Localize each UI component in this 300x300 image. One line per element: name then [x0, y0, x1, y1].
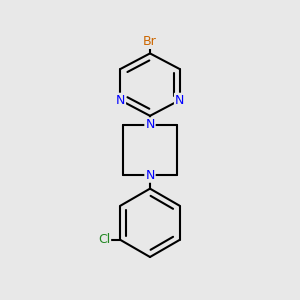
Text: N: N [145, 118, 155, 131]
Text: N: N [116, 94, 125, 107]
Text: Br: Br [143, 35, 157, 48]
Text: N: N [145, 169, 155, 182]
Text: N: N [175, 94, 184, 107]
Text: Cl: Cl [98, 233, 110, 246]
